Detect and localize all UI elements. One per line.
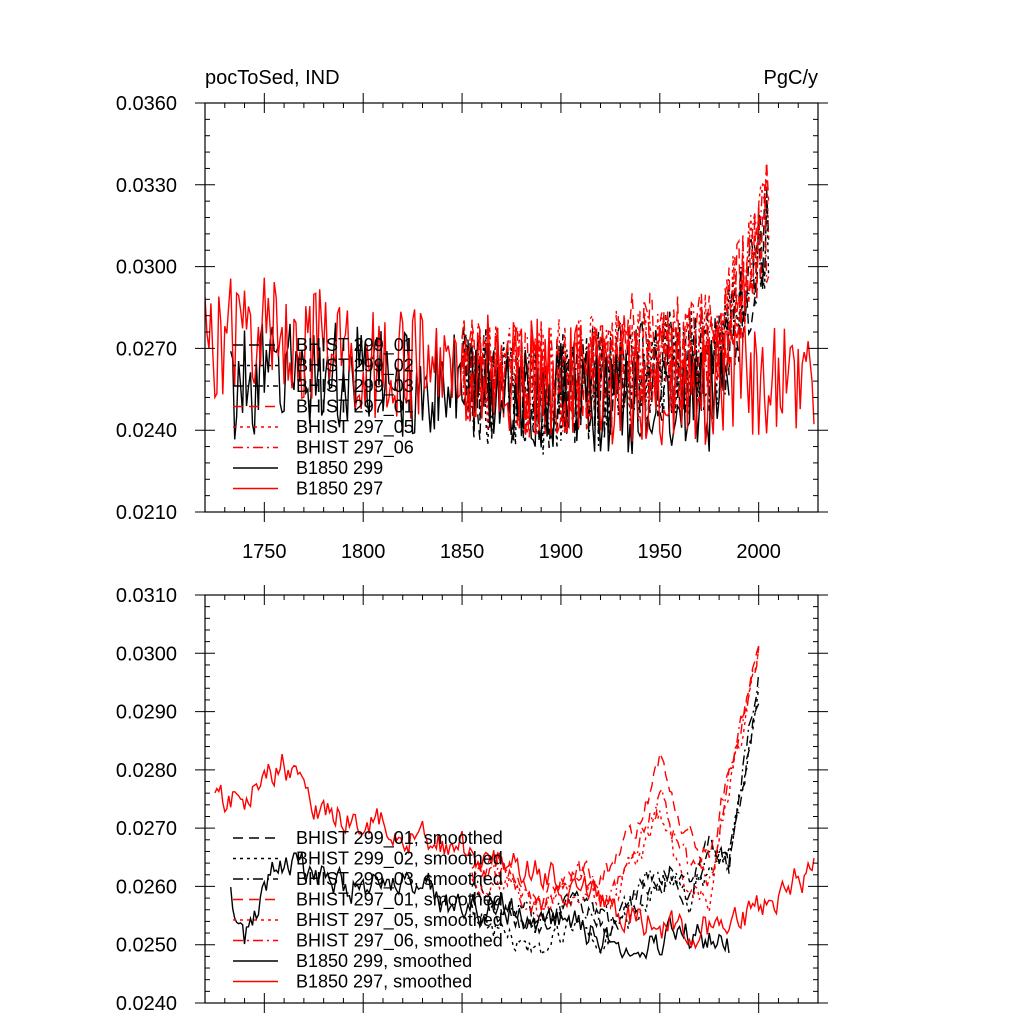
x-tick-label: 1800: [341, 541, 386, 563]
series-group: [214, 645, 815, 961]
x-tick-label: 2000: [736, 541, 781, 563]
legend-label: B1850 297: [296, 479, 383, 499]
y-tick-label: 0.0300: [116, 257, 177, 279]
series-group: [205, 161, 815, 455]
y-tick-label: 0.0310: [116, 585, 177, 607]
legend-label: BHIST 299_02: [296, 356, 414, 377]
series-line-bhist-299-02-smoothed: [471, 687, 760, 957]
y-tick-label: 0.0250: [116, 935, 177, 957]
y-tick-label: 0.0360: [116, 93, 177, 115]
series-line-bhist-297-05: [461, 163, 770, 436]
series-line-bhist-297-06-smoothed: [471, 646, 760, 915]
series-line-b1850-297: [205, 277, 815, 446]
series-line-bhist-297-05-smoothed: [471, 648, 760, 920]
legend-label: B1850 299, smoothed: [296, 951, 472, 971]
legend-label: BHIST 299_03: [296, 376, 414, 397]
y-tick-label: 0.0330: [116, 175, 177, 197]
series-line-b1850-297-smoothed: [214, 753, 815, 950]
plot-frame: [204, 594, 819, 1004]
bottom-chart-panel: 0.0240 0.0250 0.0260 0.0270 0.0280 0.0290 0.03…: [116, 585, 828, 1015]
legend-label: BHIST 297_01: [296, 397, 414, 418]
top-chart-units: PgC/y: [764, 67, 818, 89]
legend-label: BHIST 297_05, smoothed: [296, 910, 503, 931]
x-tick-label: 1900: [539, 541, 584, 563]
legend-label: BHIST 297_06: [296, 438, 414, 459]
legend-label: B1850 297, smoothed: [296, 972, 472, 992]
series-line-bhist-297-01-smoothed: [471, 645, 760, 910]
x-tick-label: 1750: [242, 541, 287, 563]
legend-label: BHIST 297_01, smoothed: [296, 890, 503, 911]
legend-label: BHIST 299_01, smoothed: [296, 828, 503, 849]
y-tick-label: 0.0260: [116, 876, 177, 898]
legend-label: BHIST 299_03, smoothed: [296, 869, 503, 890]
y-tick-label: 0.0280: [116, 760, 177, 782]
y-tick-label: 0.0240: [116, 420, 177, 442]
series-line-bhist-299-03-smoothed: [471, 672, 760, 929]
top-chart-title: pocToSed, IND: [205, 67, 340, 89]
legend-label: BHIST 297_06, smoothed: [296, 931, 503, 952]
y-tick-label: 0.0270: [116, 818, 177, 840]
series-line-b1850-299-smoothed: [230, 851, 730, 961]
legend-label: BHIST 297_05: [296, 417, 414, 438]
plot-frame: [204, 102, 819, 513]
y-tick-label: 0.0270: [116, 338, 177, 360]
legend-label: BHIST 299_02, smoothed: [296, 849, 503, 870]
legend-label: BHIST 299_01: [296, 335, 414, 356]
y-tick-label: 0.0290: [116, 702, 177, 724]
x-tick-label: 1950: [638, 541, 683, 563]
y-tick-label: 0.0210: [116, 502, 177, 524]
y-tick-label: 0.0240: [116, 993, 177, 1015]
legend-label: B1850 299: [296, 458, 383, 478]
top-chart-panel: pocToSed, IND PgC/y 1750 1800 1850 1900 1950…: [116, 67, 828, 563]
series-line-bhist-299-03: [461, 200, 770, 441]
y-tick-label: 0.0300: [116, 643, 177, 665]
x-tick-label: 1850: [440, 541, 485, 563]
